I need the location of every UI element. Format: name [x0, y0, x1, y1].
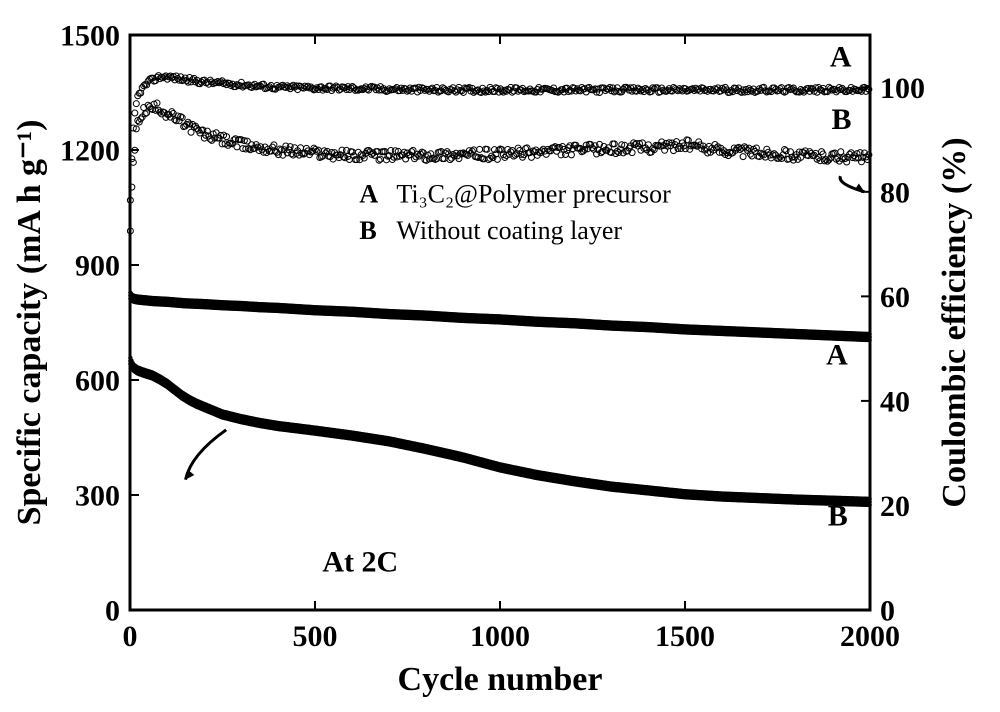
ce-series-b: [127, 100, 872, 234]
x-tick-label: 0: [123, 620, 138, 653]
ce-b-label: B: [831, 103, 851, 136]
legend-label-b: Without coating layer: [396, 216, 622, 245]
yl-tick-label: 600: [75, 365, 120, 398]
yl-tick-label: 900: [75, 250, 120, 283]
yr-axis-title: Coulombic efficiency (%): [936, 137, 973, 507]
yr-tick-label: 100: [880, 72, 925, 105]
legend-key-a: A: [359, 179, 378, 208]
at2c-label: At 2C: [322, 546, 398, 579]
x-tick-label: 1500: [655, 620, 715, 653]
yr-tick-label: 80: [880, 176, 910, 209]
x-axis-title: Cycle number: [398, 661, 603, 698]
yr-tick-label: 20: [880, 490, 910, 523]
legend-label-a: Ti₃C₂@Polymer precursor: [396, 179, 671, 208]
chart-svg: 0500100015002000Cycle number030060090012…: [0, 0, 1000, 712]
yr-tick-label: 40: [880, 385, 910, 418]
chart-container: 0500100015002000Cycle number030060090012…: [0, 0, 1000, 712]
yl-tick-label: 0: [105, 595, 120, 628]
cap-b-label: B: [828, 500, 848, 533]
arrow-left-icon: [186, 430, 227, 480]
x-tick-label: 500: [293, 620, 338, 653]
arrow-right-icon: [840, 176, 864, 192]
yl-tick-label: 300: [75, 480, 120, 513]
x-tick-label: 1000: [470, 620, 530, 653]
capacity-series-b: [128, 356, 872, 507]
yr-tick-label: 60: [880, 281, 910, 314]
capacity-series-a: [128, 290, 872, 342]
yr-tick-label: 0: [880, 595, 895, 628]
yl-tick-label: 1200: [60, 135, 120, 168]
ce-a-label: A: [830, 40, 852, 73]
yl-tick-label: 1500: [60, 20, 120, 53]
legend-key-b: B: [359, 216, 376, 245]
cap-a-label: A: [826, 339, 848, 372]
yl-axis-title: Specific capacity (mA h g⁻¹): [11, 120, 48, 526]
